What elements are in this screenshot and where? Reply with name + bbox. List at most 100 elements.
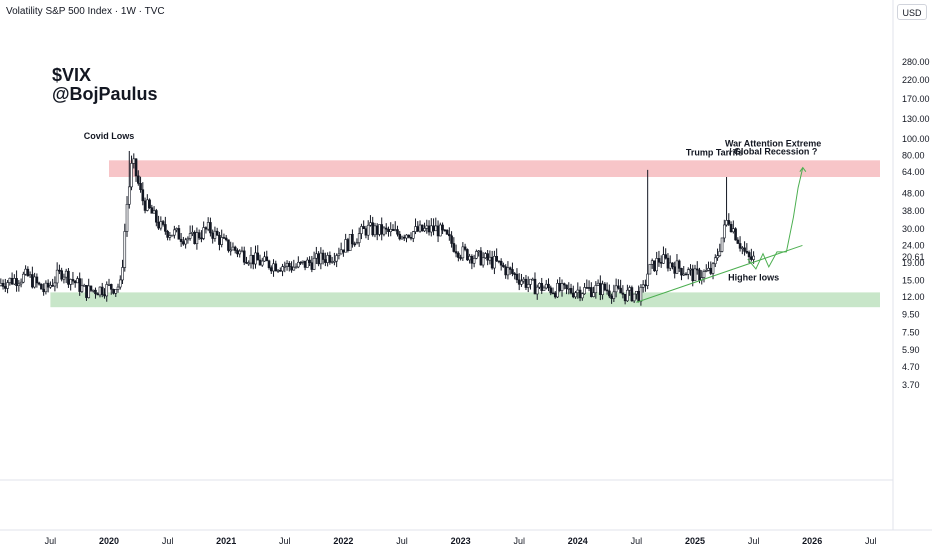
candle-body	[73, 280, 77, 284]
candle-body	[493, 255, 496, 269]
candle-body	[729, 224, 733, 233]
candle-body	[380, 224, 384, 235]
candle-body	[4, 286, 7, 289]
candle-body	[19, 281, 23, 285]
y-tick-label: 38.00	[902, 206, 925, 216]
candle-body	[346, 239, 350, 251]
x-tick-label: 2024	[568, 536, 588, 546]
x-axis: Jul 2020 Jul 2021 Jul 2022 Jul 2023 Jul 2024 Jul 20…	[45, 536, 877, 546]
candle-body	[267, 260, 271, 268]
candle-body	[637, 290, 640, 302]
candle-body	[499, 260, 503, 266]
candle-body	[132, 158, 136, 164]
candle-body	[479, 250, 483, 266]
candle-body	[161, 221, 165, 225]
candle-body	[466, 249, 469, 261]
candle-body	[37, 282, 41, 285]
candle-body	[67, 270, 70, 285]
candle-body	[583, 287, 586, 295]
candle-body	[738, 243, 742, 249]
candle-body	[434, 225, 438, 232]
candle-body	[344, 239, 347, 253]
candle-body	[249, 254, 253, 264]
candle-body	[504, 266, 507, 276]
candle-body	[46, 282, 50, 288]
candle-body	[222, 237, 226, 239]
candle-body	[100, 286, 104, 295]
y-tick-label: 15.00	[902, 276, 925, 286]
candle-body	[495, 255, 498, 262]
candle-body	[425, 225, 429, 229]
candle-body	[562, 283, 566, 286]
candle-body	[727, 220, 731, 225]
last-price-label: 20.61	[902, 252, 925, 262]
x-tick-label: 2021	[216, 536, 236, 546]
x-tick-label: Jul	[631, 536, 643, 546]
candle-body	[125, 203, 129, 232]
candle-body	[391, 229, 395, 231]
candle-body	[533, 278, 537, 295]
candle-body	[520, 280, 523, 285]
currency-button[interactable]: USD	[897, 4, 927, 20]
candle-body	[423, 228, 426, 232]
candle-body	[242, 250, 246, 263]
candle-body	[290, 266, 293, 271]
candle-body	[193, 231, 196, 245]
candle-body	[626, 289, 629, 302]
candle-body	[452, 243, 456, 252]
candle-body	[202, 227, 205, 239]
candle-body	[60, 270, 63, 280]
candle-body	[698, 269, 701, 281]
y-tick-label: 9.50	[902, 310, 920, 320]
candle-body	[378, 224, 381, 235]
candle-body	[8, 277, 12, 283]
candle-body	[281, 266, 284, 272]
candle-body	[357, 233, 361, 243]
candle-body	[673, 266, 677, 274]
candle-body	[360, 226, 363, 234]
candle-body	[269, 267, 273, 272]
candle-body	[567, 288, 571, 290]
candle-body	[299, 261, 302, 264]
candle-body	[551, 292, 555, 295]
candle-body	[653, 260, 656, 272]
candle-body	[547, 283, 550, 289]
candle-body	[263, 256, 266, 262]
candle-body	[443, 229, 447, 232]
candle-body	[112, 288, 115, 294]
x-tick-label: Jul	[162, 536, 174, 546]
candle-body	[22, 273, 25, 283]
candle-body	[118, 279, 122, 288]
y-tick-label: 64.00	[902, 167, 925, 177]
candle-body	[33, 276, 36, 288]
candle-body	[463, 246, 467, 250]
zone-resistance	[109, 160, 880, 177]
y-tick-label: 170.00	[902, 94, 930, 104]
candle-body	[420, 224, 424, 232]
candle-body	[28, 274, 32, 277]
x-tick-label: Jul	[865, 536, 877, 546]
candle-body	[109, 284, 113, 290]
candle-body	[682, 273, 686, 276]
candle-body	[646, 273, 649, 286]
x-tick-label: 2025	[685, 536, 705, 546]
candle-body	[644, 284, 647, 287]
candle-body	[596, 282, 600, 286]
candle-body	[549, 287, 553, 294]
candle-body	[743, 247, 746, 252]
candle-body	[179, 238, 183, 242]
candle-body	[680, 268, 683, 276]
candle-body	[713, 257, 717, 265]
candle-body	[693, 268, 697, 282]
candle-body	[459, 257, 462, 259]
candle-body	[168, 235, 172, 238]
candle-body	[490, 256, 494, 269]
candle-body	[152, 210, 156, 214]
candle-body	[337, 253, 341, 256]
candle-body	[312, 257, 316, 270]
candle-body	[436, 225, 440, 237]
candle-body	[569, 288, 573, 294]
candle-body	[157, 221, 160, 229]
